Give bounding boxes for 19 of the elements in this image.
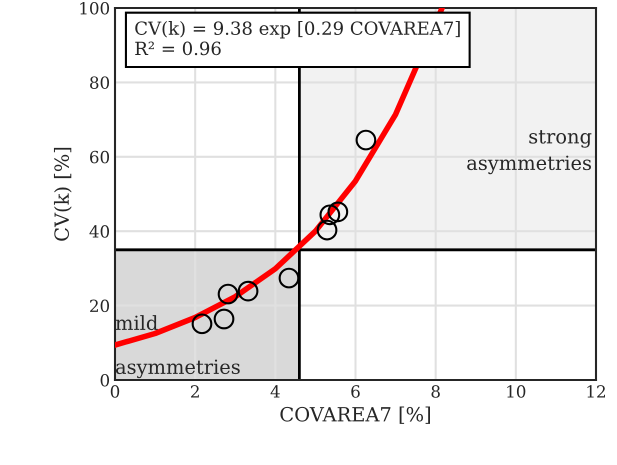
- annotation: CV(k) = 9.38 exp [0.29 COVAREA7]: [135, 21, 460, 38]
- x-tick-label: 12: [587, 385, 605, 398]
- y-tick-label: 20: [90, 300, 110, 312]
- band-label: strong asymmetries: [467, 130, 592, 174]
- annotation: R² = 0.96: [135, 42, 221, 56]
- x-tick-label: 0: [110, 385, 120, 398]
- x-tick-label: 2: [190, 385, 199, 398]
- y-tick-label: 40: [89, 225, 110, 238]
- x-axis-title: COVAREA7 [%]: [280, 406, 430, 424]
- y-tick-label: 60: [90, 150, 110, 164]
- x-tick-label: 6: [351, 385, 360, 398]
- x-tick-label: 8: [431, 385, 440, 398]
- x-tick-label: 10: [507, 385, 526, 398]
- text: mild asymmetries: [116, 315, 240, 378]
- y-tick-label: 0: [100, 374, 110, 387]
- y-tick-label: 100: [80, 2, 110, 15]
- x-tick-label: 4: [270, 385, 280, 398]
- y-tick-label: 80: [90, 76, 110, 89]
- y-axis-title: CV(k) [%]: [54, 148, 72, 241]
